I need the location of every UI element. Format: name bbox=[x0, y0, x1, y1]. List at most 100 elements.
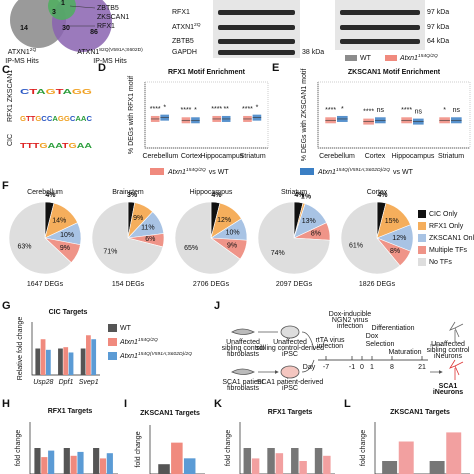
pie-label: 12% bbox=[217, 217, 231, 224]
motif-letter: A bbox=[77, 143, 85, 150]
pie-label: 13% bbox=[302, 218, 316, 225]
significance: **** bbox=[150, 106, 161, 113]
timeline-label: -7 bbox=[323, 364, 329, 371]
label-part: 2Q bbox=[30, 47, 37, 53]
axis-label: fold change bbox=[135, 431, 142, 467]
label: iNeurons bbox=[433, 389, 463, 396]
motif-letter: C bbox=[70, 116, 76, 123]
label: infection bbox=[317, 343, 343, 350]
bar bbox=[446, 432, 462, 474]
panel-letter: F bbox=[2, 180, 9, 192]
legend-label: RFX1 Only bbox=[429, 223, 464, 230]
legend-label: Atxn1154Q/2Q bbox=[399, 53, 438, 62]
label: Maturation bbox=[388, 349, 421, 356]
label: NGN2 virus bbox=[332, 317, 369, 324]
pie-label: 71% bbox=[103, 249, 117, 256]
chart-title: ZKSCAN1 Targets bbox=[140, 410, 200, 417]
pie-slice bbox=[174, 201, 241, 275]
axis bbox=[374, 422, 470, 474]
axis-label: fold change bbox=[15, 430, 22, 466]
legend-swatch bbox=[418, 258, 426, 266]
blot-label: ATXN12Q bbox=[172, 22, 201, 31]
venn-count: 1 bbox=[61, 0, 65, 7]
pie-label: 4% bbox=[211, 192, 222, 199]
motif-letter: G bbox=[72, 89, 83, 96]
motif-letter: G bbox=[82, 89, 93, 96]
x-tick-label: Hippocampus bbox=[200, 153, 243, 160]
legend-label: Atxn1154Q/2Q vs WT bbox=[167, 167, 229, 176]
label-part: 82Q(V591A;S602D) bbox=[99, 47, 143, 53]
axis bbox=[239, 422, 335, 474]
label: sibling control-derived bbox=[256, 345, 324, 352]
pie-label: 8% bbox=[390, 248, 400, 255]
label-part: 154Q/2Q bbox=[138, 337, 158, 343]
motif-letter: G bbox=[39, 143, 48, 150]
motif-letter: A bbox=[84, 143, 92, 150]
panel-letter: J bbox=[214, 300, 220, 312]
bar bbox=[251, 458, 260, 474]
label-part: 2Q bbox=[194, 22, 201, 28]
label: iNeurons bbox=[434, 353, 463, 360]
bar bbox=[80, 348, 86, 375]
legend-label: ZKSCAN1 Only bbox=[429, 235, 474, 242]
x-tick-label: Hippocampus bbox=[392, 153, 435, 160]
motif-letter: G bbox=[58, 116, 65, 123]
legend-swatch bbox=[150, 168, 164, 175]
motif-letter: G bbox=[64, 116, 71, 123]
legend-swatch bbox=[108, 352, 117, 360]
pie-slice bbox=[91, 201, 164, 275]
motif-letter: A bbox=[48, 143, 56, 150]
bar bbox=[299, 461, 307, 474]
blot-label: ZBTB5 bbox=[172, 38, 194, 45]
pie-title: Cortex bbox=[367, 189, 388, 196]
label: Dox bbox=[366, 333, 379, 340]
x-tick-label: Cerebellum bbox=[142, 153, 178, 160]
motif-letter: A bbox=[36, 89, 45, 96]
timeline-label: -1 bbox=[349, 364, 355, 371]
legend-label: Atxn1154Q(V591A;S602D)/2Q vs WT bbox=[317, 167, 414, 176]
legend-swatch bbox=[418, 234, 426, 242]
bar bbox=[171, 442, 183, 474]
bar bbox=[63, 448, 70, 474]
motif-logo: GTTGCCAGGCAAC bbox=[20, 116, 92, 123]
blot-label: GAPDH bbox=[172, 49, 197, 56]
axis bbox=[317, 82, 470, 149]
label: fibroblasts bbox=[227, 351, 259, 358]
legend-label: Multiple TFs bbox=[429, 247, 467, 254]
axis-label: % DEGs with RFX1 motif bbox=[128, 76, 135, 154]
label: Unaffected bbox=[273, 339, 307, 346]
motif-name: RFX1 bbox=[7, 104, 14, 122]
panel-letter: G bbox=[2, 300, 11, 312]
bar bbox=[429, 461, 445, 474]
bar bbox=[93, 448, 100, 474]
pie-title: Hippocampus bbox=[190, 189, 233, 196]
label-part: Atxn1 bbox=[399, 55, 418, 62]
kda-marker: 97 kDa bbox=[427, 9, 449, 16]
venn-count: 86 bbox=[90, 29, 98, 36]
label: iPSC bbox=[282, 351, 298, 358]
bar bbox=[70, 455, 77, 474]
pie-title: Striatum bbox=[281, 189, 307, 196]
timeline-label: 0 bbox=[360, 364, 364, 371]
motif-letter: C bbox=[20, 89, 29, 96]
significance: * bbox=[443, 107, 446, 114]
x-tick-label: Striatum bbox=[438, 153, 464, 160]
axis bbox=[31, 322, 100, 376]
bar bbox=[41, 457, 48, 474]
bar bbox=[291, 448, 299, 474]
pie-label: 9% bbox=[133, 215, 143, 222]
motif-letter: A bbox=[75, 116, 81, 123]
bar bbox=[382, 461, 398, 474]
chart-title: ZKSCAN1 Motif Enrichment bbox=[348, 69, 441, 76]
x-tick-label: Striatum bbox=[240, 153, 266, 160]
significance: **** bbox=[242, 106, 253, 113]
label: SCA1 bbox=[439, 383, 458, 390]
pie-label: 74% bbox=[271, 250, 285, 257]
pie-label: 14% bbox=[52, 218, 66, 225]
panel-letter: I bbox=[124, 398, 127, 410]
motif-letter: G bbox=[69, 143, 78, 150]
label: RFX1 bbox=[97, 23, 115, 30]
label-part: WT bbox=[360, 55, 372, 62]
venn-circle bbox=[48, 0, 76, 20]
